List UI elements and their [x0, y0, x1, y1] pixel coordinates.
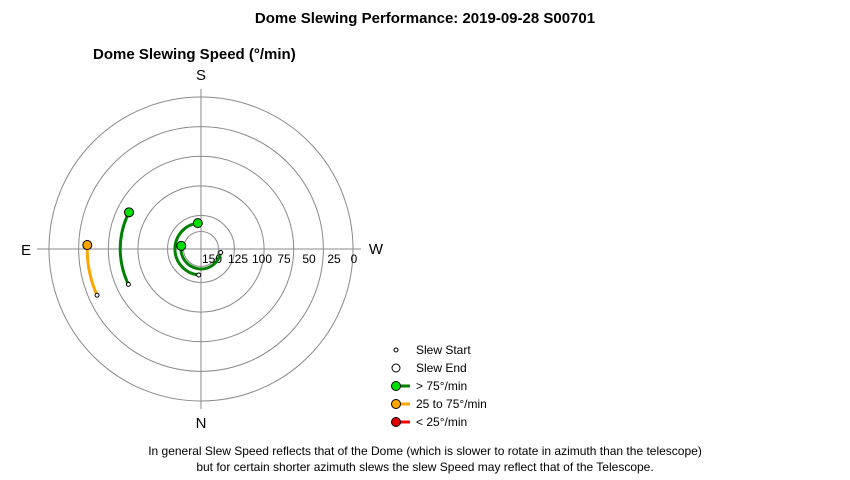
slew-arc — [85, 244, 99, 296]
slew-end-marker — [176, 240, 187, 251]
radial-tick-label: 25 — [327, 252, 341, 266]
legend: Slew Start Slew End > 75°/min 25 to 75°/… — [388, 341, 487, 431]
slew-arc — [179, 245, 223, 271]
legend-item-slew-end: Slew End — [388, 359, 487, 377]
legend-item-medium: 25 to 75°/min — [388, 395, 487, 413]
radial-tick-label: 50 — [302, 252, 316, 266]
chart-title: Dome Slewing Speed (°/min) — [93, 46, 296, 63]
radial-tick-labels: 150 125 100 75 50 25 0 — [202, 252, 358, 266]
direction-labels: S N E W — [21, 67, 384, 432]
legend-label: Slew End — [416, 361, 467, 375]
medium-speed-icon — [391, 399, 410, 409]
direction-label-right: W — [369, 241, 384, 258]
radial-tick-label: 100 — [252, 252, 272, 266]
page-title: Dome Slewing Performance: 2019-09-28 S00… — [254, 10, 596, 27]
slew-end-marker — [82, 240, 93, 251]
legend-item-fast: > 75°/min — [388, 377, 487, 395]
direction-label-left: E — [21, 242, 31, 259]
slew-end-marker — [192, 218, 203, 229]
radial-tick-label: 125 — [228, 252, 248, 266]
radial-tick-label: 0 — [351, 252, 358, 266]
footnote: In general Slew Speed reflects that of t… — [0, 443, 850, 475]
slew-end-marker — [124, 207, 135, 218]
slew-arc — [173, 221, 199, 277]
footnote-line-2: but for certain shorter azimuth slews th… — [196, 460, 654, 474]
slow-speed-icon — [391, 417, 410, 427]
legend-label: 25 to 75°/min — [416, 397, 487, 411]
legend-label: > 75°/min — [416, 379, 468, 393]
slew-start-marker — [196, 272, 202, 278]
direction-label-top: S — [196, 67, 206, 84]
slew-start-marker — [218, 249, 224, 255]
legend-label: < 25°/min — [416, 415, 468, 429]
slew-start-marker — [125, 281, 131, 287]
slew-start-marker — [94, 292, 100, 298]
slew-arc — [118, 211, 131, 286]
slew-tracks — [82, 207, 224, 298]
slew-start-icon — [393, 347, 399, 353]
slew-end-icon — [391, 363, 401, 373]
legend-label: Slew Start — [416, 343, 471, 357]
direction-label-bottom: N — [196, 415, 207, 432]
legend-item-slow: < 25°/min — [388, 413, 487, 431]
legend-item-slew-start: Slew Start — [388, 341, 487, 359]
fast-speed-icon — [391, 381, 410, 391]
footnote-line-1: In general Slew Speed reflects that of t… — [148, 444, 702, 458]
radial-tick-label: 75 — [277, 252, 291, 266]
